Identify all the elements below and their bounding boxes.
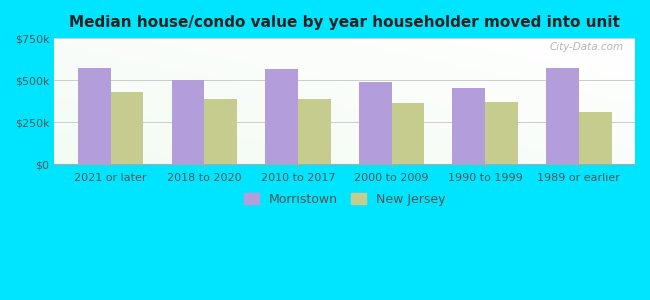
Bar	[265, 69, 298, 164]
Bar	[204, 100, 237, 164]
Bar	[578, 112, 612, 164]
Title: Median house/condo value by year householder moved into unit: Median house/condo value by year househo…	[70, 15, 620, 30]
Bar	[298, 99, 331, 164]
Bar	[359, 82, 391, 164]
Bar	[172, 80, 204, 164]
Bar	[78, 68, 111, 164]
Text: City-Data.com: City-Data.com	[549, 42, 623, 52]
Bar	[485, 102, 518, 164]
Bar	[111, 92, 144, 164]
Bar	[391, 103, 424, 164]
Bar	[546, 68, 578, 164]
Bar	[452, 88, 485, 164]
Legend: Morristown, New Jersey: Morristown, New Jersey	[239, 188, 450, 211]
